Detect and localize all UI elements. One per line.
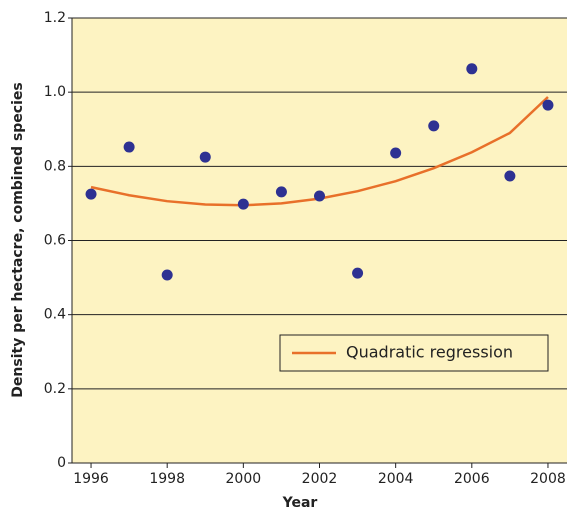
y-axis-title: Density per hectacre, combined species [10,82,26,397]
x-tick-label: 2008 [530,471,566,487]
data-point [504,170,516,182]
data-point [428,120,440,132]
legend-label: Quadratic regression [346,343,513,362]
x-tick-label: 2004 [378,471,414,487]
data-point [123,141,135,153]
data-point [390,147,402,159]
data-point [275,186,287,198]
x-tick-label: 2006 [454,471,490,487]
data-point [542,99,554,111]
x-tick-label: 1996 [73,471,109,487]
data-point [161,269,173,281]
y-tick-label: 0.6 [44,233,66,249]
data-point [237,198,249,210]
y-tick-label: 0.8 [44,158,66,174]
x-tick-label: 1998 [149,471,185,487]
y-tick-label: 0.4 [44,307,66,323]
data-point [314,190,325,202]
x-tick-label: 2002 [302,471,338,487]
data-point [466,63,478,75]
data-point [352,267,364,279]
x-tick-label: 2000 [226,471,262,487]
y-tick-label: 1.2 [44,10,66,26]
y-tick-label: 0.2 [44,381,66,397]
y-tick-label: 1.0 [44,84,66,100]
x-axis-title: Year [282,495,318,511]
data-point [199,151,211,163]
y-tick-label: 0 [57,455,66,471]
data-point [85,188,97,200]
